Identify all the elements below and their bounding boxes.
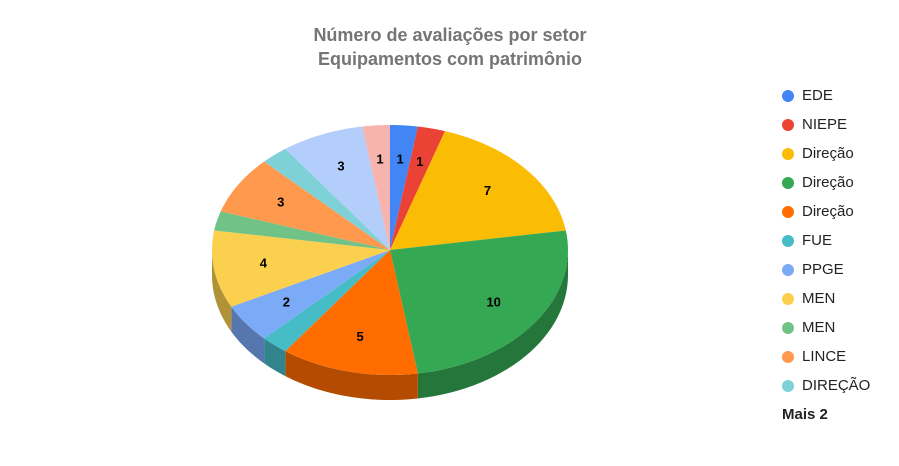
slice [362,125,390,250]
slice-side [264,338,286,377]
slice [390,125,418,250]
legend-label: NIEPE [802,116,847,133]
slice-side [212,250,232,332]
data-label: 3 [277,194,284,209]
legend-marker [782,90,794,102]
slice-side [417,250,568,399]
legend-label: MEN [802,319,835,336]
legend-more: Mais 2 [782,406,828,423]
slice [264,148,390,250]
legend-label: Direção [802,174,854,191]
data-label: 1 [376,152,383,167]
legend-marker [782,322,794,334]
legend-marker [782,148,794,160]
data-label: 10 [486,294,500,309]
legend-marker [782,235,794,247]
legend-marker [782,177,794,189]
legend-marker [782,206,794,218]
legend-label: EDE [802,87,833,104]
data-label: 1 [416,154,423,169]
legend-label: Direção [802,203,854,220]
slice [390,126,446,250]
legend-marker [782,351,794,363]
slice-side [231,306,265,364]
legend-label: LINCE [802,348,846,365]
slice [285,250,418,375]
legend-marker [782,119,794,131]
data-label: 2 [283,294,290,309]
slice [220,161,390,250]
legend-label: DIREÇÃO [802,377,870,394]
slice [390,131,566,250]
slice [285,126,390,250]
data-label: 5 [356,329,363,344]
data-label: 4 [260,256,268,271]
legend-label: Direção [802,145,854,162]
data-label: 1 [396,152,403,167]
slice [231,250,390,339]
legend-label: PPGE [802,261,844,278]
legend-label: FUE [802,232,832,249]
legend-marker [782,293,794,305]
slice [214,211,390,250]
data-label: 3 [337,158,344,173]
slice [390,230,568,374]
legend-marker [782,264,794,276]
slice [264,250,390,352]
data-label: 7 [484,183,491,198]
chart-title: Número de avaliações por setor [313,25,586,45]
legend-label: MEN [802,290,835,307]
chart-subtitle: Equipamentos com patrimônio [318,49,582,69]
slice-side [285,351,418,400]
legend-marker [782,380,794,392]
slice [212,230,390,307]
